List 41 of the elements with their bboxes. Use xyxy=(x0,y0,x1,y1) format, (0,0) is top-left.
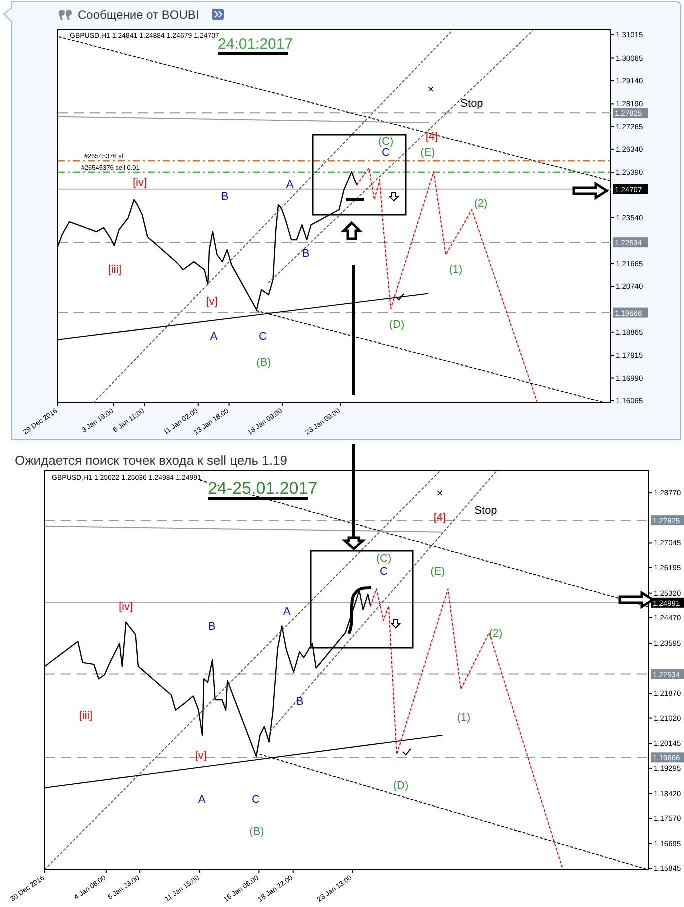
annotation: C xyxy=(382,146,390,159)
annotation: (2) xyxy=(474,198,488,210)
annotation: (D) xyxy=(389,318,405,331)
chart-title: Сообщение от BOUBI xyxy=(78,8,200,22)
annotation: (B) xyxy=(250,826,264,838)
annotation: C xyxy=(259,330,268,343)
annotation: (1) xyxy=(449,264,463,276)
annotation: Stop xyxy=(474,504,498,517)
annotation: [4] xyxy=(426,130,438,143)
annotation: 24:01:2017 xyxy=(218,36,294,53)
annotation: C xyxy=(380,566,388,578)
line-series xyxy=(370,588,564,870)
annotation: Stop xyxy=(460,98,484,110)
annotation: (1) xyxy=(457,712,471,724)
annotation: × xyxy=(436,488,444,500)
annotation: (D) xyxy=(393,780,409,792)
annotation: [iv] xyxy=(132,176,148,189)
chart-title: Ожидается поиск точек входа к sell цель 1.19 xyxy=(15,453,288,468)
annotation: A xyxy=(210,330,218,343)
annotation: [iv] xyxy=(118,600,134,613)
annotation: (B) xyxy=(256,356,272,369)
annotation: (C) xyxy=(376,552,392,565)
line-series xyxy=(356,168,538,404)
annotation: [v] xyxy=(206,296,218,308)
annotation: B xyxy=(296,696,304,708)
annotation: (E) xyxy=(430,566,446,578)
annotation: C xyxy=(252,794,260,806)
annotation: (E) xyxy=(420,146,436,159)
annotation: [v] xyxy=(195,750,207,762)
annotation: B xyxy=(221,190,229,203)
annotation: × xyxy=(428,84,434,96)
annotation: [iii] xyxy=(108,264,122,276)
annotation: [4] xyxy=(434,512,446,524)
annotation: A xyxy=(198,794,206,806)
annotation: (C) xyxy=(378,136,394,148)
annotation: B xyxy=(302,248,310,260)
annotation: [iii] xyxy=(79,710,93,722)
annotation: (2) xyxy=(489,628,503,640)
annotation: A xyxy=(283,606,292,618)
annotation: B xyxy=(208,620,216,633)
annotation: A xyxy=(286,178,294,191)
